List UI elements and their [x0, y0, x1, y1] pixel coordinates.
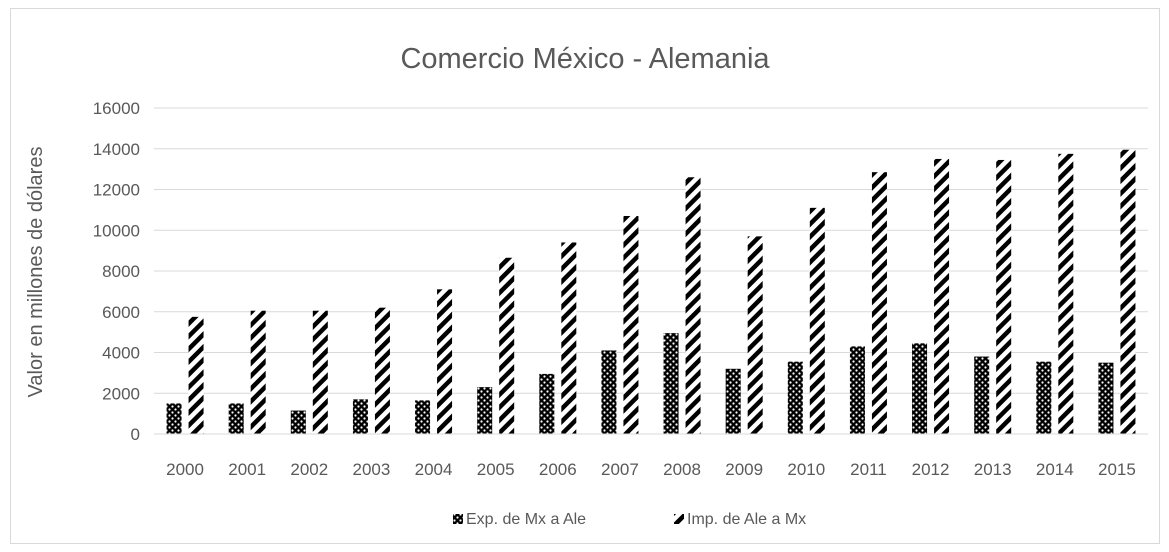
bar-import-2015 — [1120, 149, 1136, 435]
x-tick-label: 2002 — [290, 460, 328, 479]
x-tick-label: 2008 — [663, 460, 701, 479]
bar-import-2007 — [623, 215, 639, 434]
bar-import-2001 — [250, 310, 266, 434]
bar-export-2001 — [228, 403, 244, 434]
bar-export-2004 — [415, 400, 431, 434]
bar-import-2009 — [747, 236, 763, 434]
y-axis-ticks: 0 2000 4000 6000 8000 10000 12000 14000 16000 — [93, 99, 140, 444]
bar-import-2010 — [809, 207, 825, 434]
chart-title: Comercio México - Alemania — [400, 43, 770, 75]
bar-export-2010 — [787, 361, 803, 434]
x-tick-label: 2001 — [228, 460, 266, 479]
x-tick-label: 2012 — [912, 460, 950, 479]
bar-export-2008 — [663, 333, 679, 434]
bar-import-2006 — [561, 242, 577, 434]
y-tick-label: 0 — [131, 425, 140, 444]
x-tick-label: 2013 — [974, 460, 1012, 479]
bar-export-2006 — [539, 373, 555, 434]
bar-export-2014 — [1036, 361, 1052, 434]
bar-export-2011 — [849, 346, 865, 434]
legend-swatch — [453, 514, 463, 524]
bar-import-2014 — [1058, 153, 1074, 434]
chart-frame — [10, 8, 1160, 544]
legend-swatch — [674, 514, 684, 524]
legend-item-export: Exp. de Mx a Ale — [453, 511, 586, 528]
bar-import-2011 — [871, 172, 887, 434]
y-tick-label: 10000 — [93, 221, 140, 240]
bar-import-2003 — [374, 307, 390, 434]
bar-import-2008 — [685, 177, 701, 434]
x-tick-label: 2011 — [850, 460, 887, 479]
legend-label: Exp. de Mx a Ale — [466, 511, 586, 528]
legend-label: Imp. de Ale a Mx — [687, 511, 806, 528]
x-tick-label: 2014 — [1036, 460, 1074, 479]
bar-export-2003 — [352, 399, 368, 434]
bar-import-2004 — [437, 289, 453, 434]
x-tick-label: 2004 — [415, 460, 453, 479]
x-tick-label: 2006 — [539, 460, 577, 479]
bar-export-2015 — [1098, 362, 1114, 434]
y-tick-label: 4000 — [102, 344, 140, 363]
y-axis-label: Valor en millones de dólares — [25, 147, 47, 398]
x-tick-label: 2000 — [166, 460, 204, 479]
y-tick-label: 14000 — [93, 140, 140, 159]
bar-export-2013 — [974, 356, 990, 434]
x-tick-label: 2010 — [787, 460, 825, 479]
x-tick-label: 2009 — [725, 460, 763, 479]
bar-export-2009 — [725, 368, 741, 434]
bar-export-2002 — [290, 410, 306, 434]
bar-import-2013 — [996, 159, 1012, 435]
bar-export-2007 — [601, 350, 617, 434]
y-tick-label: 16000 — [93, 99, 140, 118]
bar-import-2005 — [499, 257, 515, 434]
bar-import-2012 — [934, 158, 950, 434]
x-tick-label: 2003 — [353, 460, 391, 479]
bar-export-2005 — [477, 387, 493, 434]
bars — [166, 149, 1136, 435]
x-axis-ticks: 2000 2001 2002 2003 2004 2005 2006 2007 2008 2009… — [166, 460, 1136, 479]
x-tick-label: 2015 — [1098, 460, 1136, 479]
bar-export-2012 — [912, 343, 928, 434]
x-tick-label: 2005 — [477, 460, 515, 479]
y-tick-label: 12000 — [93, 181, 140, 200]
legend-item-import: Imp. de Ale a Mx — [674, 511, 806, 528]
bar-import-2002 — [312, 310, 328, 434]
y-tick-label: 6000 — [102, 303, 140, 322]
y-tick-label: 2000 — [102, 384, 140, 403]
legend: Exp. de Mx a Ale Imp. de Ale a Mx — [453, 511, 806, 528]
y-tick-label: 8000 — [102, 262, 140, 281]
bar-import-2000 — [188, 316, 204, 434]
bar-export-2000 — [166, 403, 182, 434]
x-tick-label: 2007 — [601, 460, 639, 479]
